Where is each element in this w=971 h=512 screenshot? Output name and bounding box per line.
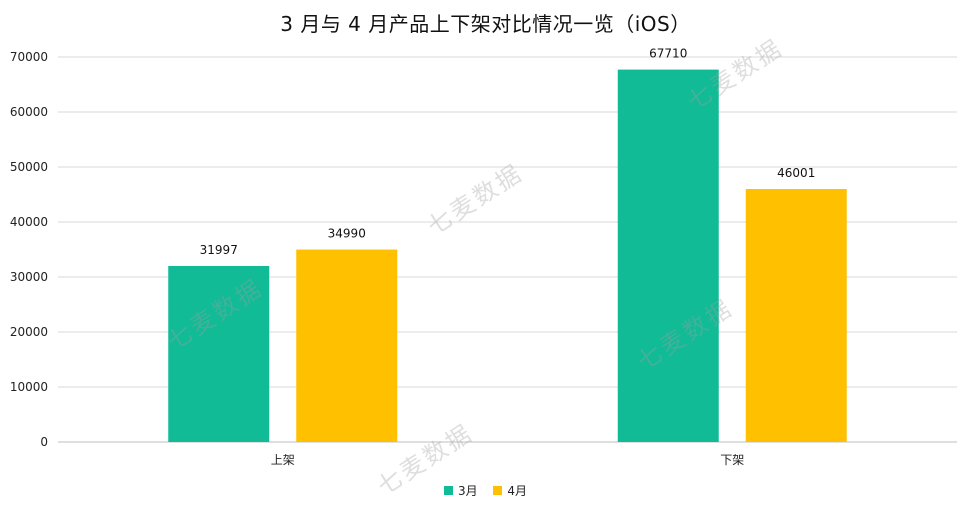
- x-axis-tick-labels: 上架 下架: [271, 453, 745, 467]
- data-labels: 31997 34990 67710 46001: [200, 47, 816, 257]
- bar-1-0: [617, 69, 719, 442]
- chart-title: 3 月与 4 月产品上下架对比情况一览（iOS）: [280, 12, 691, 36]
- y-tick-label: 60000: [10, 105, 48, 119]
- legend-swatch-icon: [493, 486, 503, 495]
- bar-0-0: [168, 266, 270, 442]
- y-tick-label: 50000: [10, 160, 48, 174]
- y-tick-label: 10000: [10, 380, 48, 394]
- y-tick-label: 20000: [10, 325, 48, 339]
- y-tick-label: 70000: [10, 50, 48, 64]
- legend-item-series-1: 4月: [493, 482, 527, 499]
- data-label: 67710: [649, 47, 687, 61]
- y-tick-label: 0: [40, 435, 48, 449]
- y-tick-label: 30000: [10, 270, 48, 284]
- bar-1-1: [745, 188, 847, 442]
- bars: [168, 69, 847, 442]
- y-tick-label: 40000: [10, 215, 48, 229]
- legend: 3月 4月: [0, 482, 971, 499]
- data-label: 31997: [200, 243, 238, 257]
- legend-item-series-0: 3月: [443, 482, 478, 499]
- bar-0-1: [296, 249, 398, 442]
- data-label: 46001: [777, 166, 815, 180]
- legend-swatch-icon: [443, 486, 453, 495]
- y-axis-tick-labels: 0 10000 20000 30000 40000 50000 60000 70000: [10, 50, 48, 449]
- legend-label: 3月: [457, 484, 478, 498]
- x-tick-label: 下架: [720, 453, 744, 467]
- data-label: 34990: [328, 227, 366, 241]
- x-tick-label: 上架: [271, 453, 295, 467]
- legend-label: 4月: [507, 484, 528, 498]
